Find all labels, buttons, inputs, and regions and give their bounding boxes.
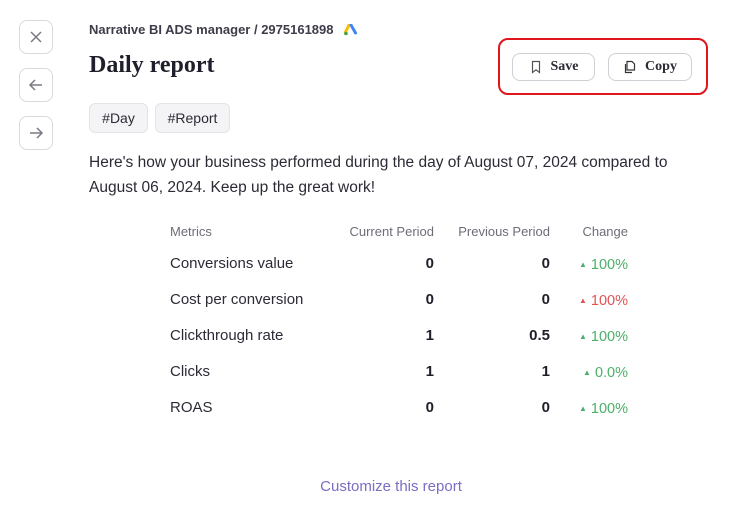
previous-value: 0.5 bbox=[529, 326, 550, 344]
change-value: 100% bbox=[590, 400, 628, 417]
change-indicator: ▲ 0.0% bbox=[583, 365, 628, 381]
close-button[interactable] bbox=[19, 20, 53, 54]
previous-value: 0 bbox=[541, 254, 550, 272]
arrow-left-icon bbox=[28, 79, 42, 91]
save-button[interactable]: Save bbox=[512, 53, 595, 81]
report-summary: Here's how your business performed durin… bbox=[89, 154, 668, 196]
header-current-period: Current Period bbox=[349, 223, 434, 239]
metric-name: Cost per conversion bbox=[170, 290, 304, 308]
change-value: 100% bbox=[590, 328, 628, 345]
header-change: Change bbox=[582, 223, 628, 239]
table-row: Conversions value 0 0 ▲ 100% bbox=[162, 245, 636, 281]
metrics-table: Metrics Current Period Previous Period C… bbox=[162, 217, 636, 425]
page-title: Daily report bbox=[89, 52, 215, 78]
google-ads-logo-icon bbox=[343, 23, 357, 35]
change-cell: ▲ 100% bbox=[558, 389, 636, 425]
copy-button[interactable]: Copy bbox=[608, 53, 692, 81]
next-button[interactable] bbox=[19, 116, 53, 150]
metric-name: ROAS bbox=[170, 398, 213, 416]
change-value: 100% bbox=[590, 292, 628, 309]
metric-name: Clickthrough rate bbox=[170, 326, 284, 344]
actions-highlight bbox=[498, 38, 708, 95]
triangle-up-icon: ▲ bbox=[578, 331, 587, 341]
copy-label: Copy bbox=[645, 59, 677, 74]
close-icon bbox=[30, 31, 42, 43]
change-cell: ▲ 100% bbox=[558, 281, 636, 317]
table-row: Clicks 1 1 ▲ 0.0% bbox=[162, 353, 636, 389]
change-cell: ▲ 100% bbox=[558, 245, 636, 281]
triangle-up-icon: ▲ bbox=[578, 295, 587, 305]
previous-value: 1 bbox=[541, 362, 550, 380]
table-row: Cost per conversion 0 0 ▲ 100% bbox=[162, 281, 636, 317]
change-indicator: ▲ 100% bbox=[579, 257, 628, 273]
metric-name: Clicks bbox=[170, 362, 210, 380]
previous-value: 0 bbox=[541, 398, 550, 416]
triangle-up-icon: ▲ bbox=[583, 367, 591, 377]
triangle-up-icon: ▲ bbox=[578, 259, 587, 269]
tag-report[interactable]: #Report bbox=[155, 103, 230, 133]
previous-value: 0 bbox=[541, 290, 550, 308]
current-value: 1 bbox=[425, 362, 434, 380]
table-row: Clickthrough rate 1 0.5 ▲ 100% bbox=[162, 317, 636, 353]
bookmark-icon bbox=[531, 60, 540, 74]
change-cell: ▲ 0.0% bbox=[558, 353, 636, 389]
change-indicator: ▲ 100% bbox=[579, 329, 628, 345]
header-metrics: Metrics bbox=[170, 223, 212, 239]
change-value: 100% bbox=[590, 256, 628, 273]
table-row: ROAS 0 0 ▲ 100% bbox=[162, 389, 636, 425]
breadcrumb: Narrative BI ADS manager / 2975161898 bbox=[89, 22, 358, 37]
metric-name: Conversions value bbox=[170, 254, 294, 272]
breadcrumb-text: Narrative BI ADS manager / 2975161898 bbox=[89, 22, 334, 37]
previous-button[interactable] bbox=[19, 68, 53, 102]
arrow-right-icon bbox=[30, 127, 44, 139]
customize-report-link[interactable]: Customize this report bbox=[320, 478, 462, 495]
change-indicator: ▲ 100% bbox=[579, 401, 628, 417]
current-value: 0 bbox=[425, 398, 434, 416]
copy-icon bbox=[624, 60, 636, 74]
current-value: 0 bbox=[425, 290, 434, 308]
tag-day[interactable]: #Day bbox=[89, 103, 148, 133]
current-value: 0 bbox=[425, 254, 434, 272]
current-value: 1 bbox=[425, 326, 434, 344]
header-previous-period: Previous Period bbox=[458, 223, 550, 239]
change-value: 0.0% bbox=[594, 364, 628, 381]
change-indicator: ▲ 100% bbox=[579, 293, 628, 309]
triangle-up-icon: ▲ bbox=[578, 403, 587, 413]
save-label: Save bbox=[550, 59, 579, 74]
table-header-row: Metrics Current Period Previous Period C… bbox=[162, 217, 636, 245]
change-cell: ▲ 100% bbox=[558, 317, 636, 353]
